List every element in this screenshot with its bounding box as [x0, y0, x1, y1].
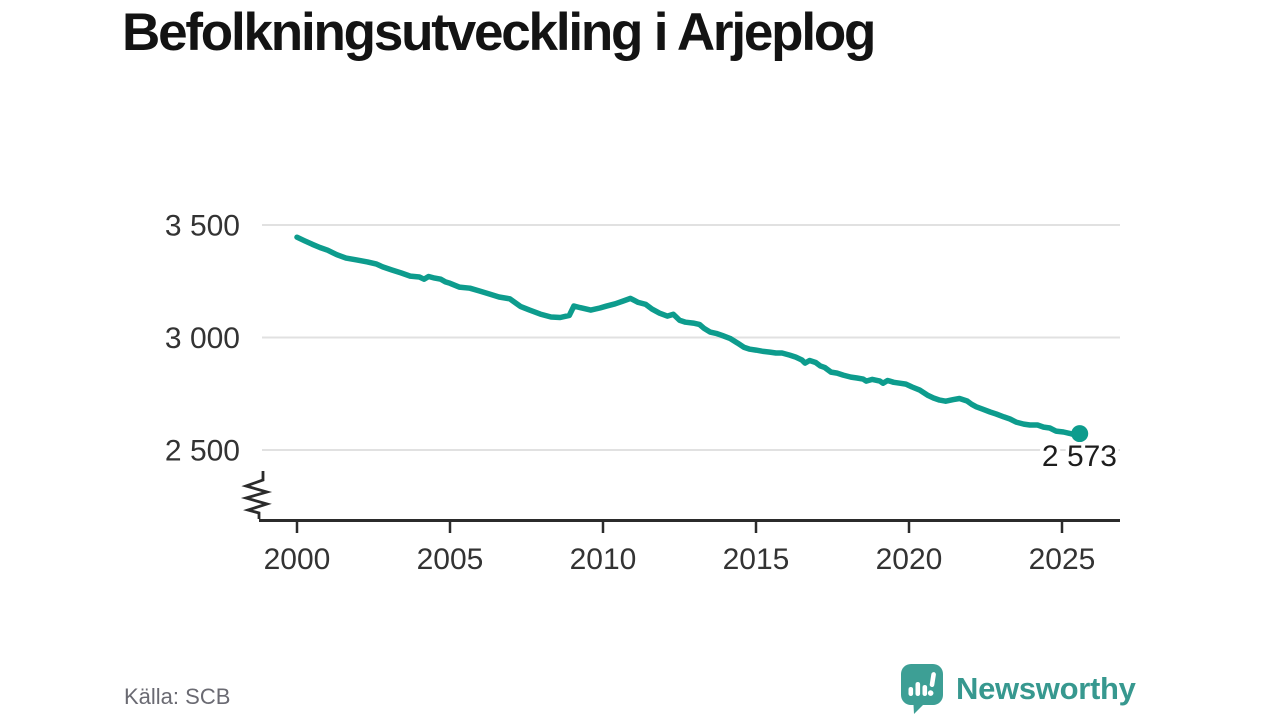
- source-note: Källa: SCB: [124, 684, 231, 709]
- latest-value-label: 2 573: [1042, 440, 1117, 473]
- newsworthy-logo: Newsworthy: [900, 662, 1136, 716]
- x-tick-label-2025: 2025: [1029, 543, 1096, 576]
- x-tick-label-2020: 2020: [876, 543, 943, 576]
- latest-value-dot: [1071, 425, 1089, 443]
- y-tick-label-2500: 2 500: [165, 435, 240, 468]
- x-tick-label-2010: 2010: [570, 543, 637, 576]
- x-tick-label-2000: 2000: [264, 543, 331, 576]
- y-tick-label-3500: 3 500: [165, 210, 240, 243]
- y-axis-break-icon: [240, 471, 273, 519]
- y-tick-label-3000: 3 000: [165, 322, 240, 355]
- page-title: Befolkningsutveckling i Arjeplog: [122, 3, 876, 62]
- x-tick-label-2005: 2005: [417, 543, 484, 576]
- population-line: [294, 234, 1083, 438]
- x-tick-label-2015: 2015: [723, 543, 790, 576]
- newsworthy-wordmark: Newsworthy: [956, 671, 1136, 706]
- newsworthy-bubble-barchart-icon: [901, 664, 943, 714]
